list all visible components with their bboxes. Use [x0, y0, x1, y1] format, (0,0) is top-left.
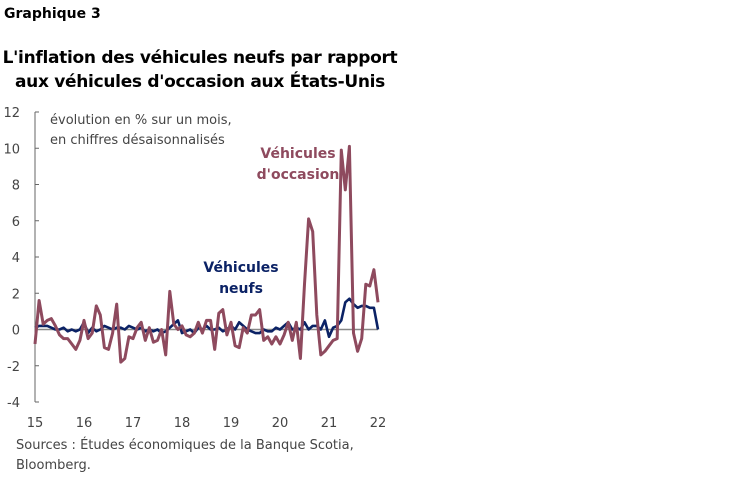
y-tick-label: 12 [3, 106, 20, 121]
x-tick-label: 15 [27, 416, 44, 431]
title-line-2: aux véhicules d'occasion aux États-Unis [14, 72, 386, 92]
y-tick-label: 4 [12, 251, 20, 266]
y-tick-label: 2 [12, 287, 20, 302]
y-tick-label: 6 [12, 215, 20, 230]
y-axis-label-line-1: évolution en % sur un mois, [50, 113, 232, 128]
x-tick-label: 21 [321, 416, 338, 431]
x-tick-label: 17 [125, 416, 142, 431]
y-axis-label-line-2: en chiffres désaisonnalisés [50, 133, 225, 148]
y-tick-label: 0 [12, 324, 20, 339]
sources-note: Sources : Études économiques de la Banqu… [16, 436, 354, 476]
y-tick-label: 10 [3, 142, 20, 157]
exhibit-number: Graphique 3 [4, 6, 101, 22]
series-label-used-line-1: Véhicules [260, 146, 335, 162]
x-tick-label: 22 [370, 416, 387, 431]
x-tick-label: 18 [174, 416, 191, 431]
y-tick-label: -2 [7, 360, 20, 375]
y-tick-label: 8 [12, 179, 20, 194]
sources-line-2: Bloomberg. [16, 458, 91, 473]
series-line-used-vehicles [33, 144, 380, 364]
x-tick-label: 19 [223, 416, 240, 431]
x-tick-label: 20 [272, 416, 289, 431]
series-label-used-line-2: d'occasion [257, 167, 340, 183]
series-label-new-line-2: neufs [219, 281, 263, 297]
title-line-1: L'inflation des véhicules neufs par rapp… [2, 48, 398, 68]
series-label-new-line-1: Véhicules [203, 260, 278, 276]
x-tick-label: 16 [76, 416, 93, 431]
chart-title: L'inflation des véhicules neufs par rapp… [0, 46, 400, 94]
y-tick-label: -4 [7, 396, 20, 411]
sources-line-1: Sources : Études économiques de la Banqu… [16, 438, 354, 453]
